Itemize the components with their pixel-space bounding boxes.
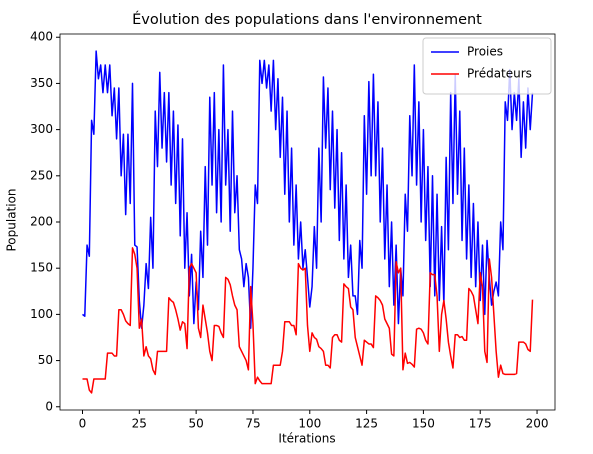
y-tick-label: 50 <box>38 353 53 367</box>
x-tick-label: 125 <box>355 417 378 431</box>
x-tick-label: 100 <box>298 417 321 431</box>
chart-title: Évolution des populations dans l'environ… <box>132 11 482 28</box>
y-tick-label: 150 <box>30 261 53 275</box>
x-tick-label: 50 <box>188 417 203 431</box>
legend-label: Proies <box>467 45 503 59</box>
y-tick-label: 350 <box>30 76 53 90</box>
x-tick-label: 75 <box>245 417 260 431</box>
legend-label: Prédateurs <box>467 67 532 81</box>
x-tick-label: 25 <box>132 417 147 431</box>
data-line <box>82 247 534 394</box>
x-axis-label: Itérations <box>278 432 335 446</box>
x-tick-label: 0 <box>79 417 87 431</box>
y-tick-label: 400 <box>30 30 53 44</box>
x-tick-label: 200 <box>526 417 549 431</box>
x-tick-label: 175 <box>469 417 492 431</box>
y-tick-label: 250 <box>30 168 53 182</box>
y-axis-label: Population <box>5 188 19 251</box>
y-tick-label: 200 <box>30 215 53 229</box>
y-tick-label: 0 <box>45 399 53 413</box>
x-tick-label: 150 <box>412 417 435 431</box>
data-line <box>82 50 534 329</box>
axes-frame <box>59 33 556 411</box>
y-tick-label: 300 <box>30 122 53 136</box>
y-tick-label: 100 <box>30 307 53 321</box>
